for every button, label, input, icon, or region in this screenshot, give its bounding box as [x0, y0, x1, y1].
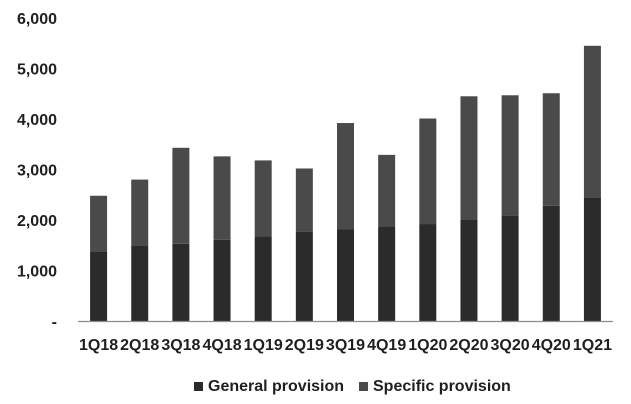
x-tick-label: 2Q18	[120, 337, 159, 354]
bar-specific-provision	[172, 147, 190, 244]
general-provision-legend-icon	[194, 382, 203, 391]
x-tick-label: 3Q20	[491, 337, 530, 354]
bar-specific-provision	[419, 118, 437, 225]
x-tick-label: 1Q21	[573, 337, 612, 354]
x-tick-label: 4Q19	[367, 337, 406, 354]
x-axis: 1Q18 2Q18 3Q18 4Q18 1Q19 2Q19 3Q19 4Q19 1Q20 2Q20…	[79, 337, 612, 354]
y-tick-label: 5,000	[17, 62, 57, 79]
general-provision-legend-label: General provision	[208, 378, 344, 395]
x-tick-label: 4Q18	[202, 337, 241, 354]
y-tick-label: -	[52, 314, 57, 331]
bar-specific-provision	[542, 93, 560, 206]
bar-general-provision	[501, 215, 519, 321]
bar-specific-provision	[295, 168, 313, 232]
y-tick-label: 2,000	[17, 213, 57, 230]
bar-specific-provision	[131, 179, 149, 246]
specific-provision-legend-label: Specific provision	[373, 378, 511, 395]
bar-general-provision	[460, 220, 478, 321]
bar-general-provision	[542, 205, 560, 321]
bar-general-provision	[90, 251, 108, 321]
legend: General provision Specific provision	[194, 378, 511, 395]
bar-general-provision	[419, 224, 437, 321]
x-tick-label: 3Q19	[326, 337, 365, 354]
y-tick-label: 3,000	[17, 163, 57, 180]
bar-general-provision	[378, 226, 396, 321]
bar-specific-provision	[460, 96, 478, 220]
bar-specific-provision	[337, 123, 354, 230]
x-tick-label: 4Q20	[532, 337, 571, 354]
bar-general-provision	[295, 231, 313, 321]
bar-specific-provision	[378, 154, 396, 227]
bar-specific-provision	[90, 195, 108, 252]
bar-specific-provision	[213, 156, 231, 240]
bar-general-provision	[213, 239, 231, 321]
bar-specific-provision	[254, 160, 272, 237]
x-tick-label: 3Q18	[161, 337, 200, 354]
bar-general-provision	[583, 197, 601, 321]
y-tick-label: 6,000	[17, 11, 57, 28]
y-tick-label: 1,000	[17, 264, 57, 281]
x-tick-label: 2Q19	[285, 337, 324, 354]
bar-general-provision	[172, 243, 190, 321]
x-tick-label: 1Q19	[244, 337, 283, 354]
bar-specific-provision	[501, 95, 519, 216]
bar-specific-provision	[583, 45, 601, 198]
specific-provision-legend-icon	[359, 382, 368, 391]
bar-general-provision	[337, 229, 354, 321]
x-tick-label: 1Q18	[79, 337, 118, 354]
x-tick-label: 1Q20	[408, 337, 447, 354]
bars-group	[90, 45, 601, 321]
bar-general-provision	[131, 245, 149, 321]
bar-general-provision	[254, 236, 272, 321]
y-axis: - 1,000 2,000 3,000 4,000 5,000 6,000	[17, 11, 57, 331]
x-tick-label: 2Q20	[449, 337, 488, 354]
y-tick-label: 4,000	[17, 112, 57, 129]
